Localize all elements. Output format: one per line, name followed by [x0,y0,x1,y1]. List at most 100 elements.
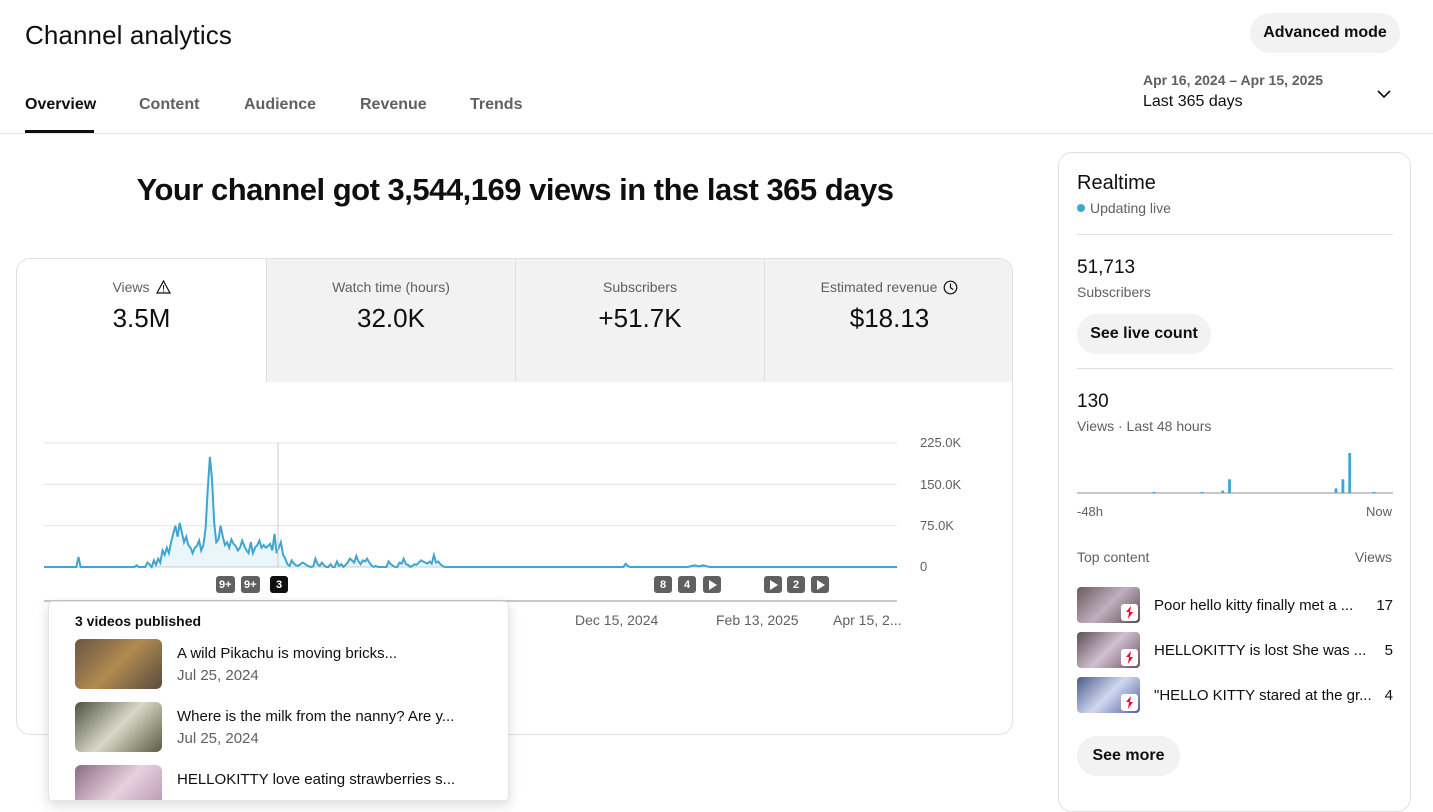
video-title[interactable]: "HELLO KITTY stared at the gr... [1154,687,1372,704]
x-tick-label: Apr 15, 2... [833,612,902,628]
realtime-title: Realtime [1077,172,1156,194]
video-views: 17 [1376,597,1393,614]
y-tick-label: 0 [920,559,928,574]
realtime-bar [1348,453,1352,493]
see-live-count-button[interactable]: See live count [1077,314,1211,354]
clock-icon[interactable] [943,280,958,295]
metric-tab-subscribers[interactable]: Subscribers +51.7K [515,259,764,382]
shorts-icon [1121,694,1138,711]
tab-audience[interactable]: Audience [244,96,317,113]
realtime-bar [1152,491,1156,493]
popup-video-item[interactable]: Where is the milk from the nanny? Are y.… [75,702,495,754]
metric-value: $18.13 [849,303,930,333]
realtime-views-count: 130 [1077,391,1109,412]
subscriber-label: Subscribers [1077,284,1151,300]
tab-revenue[interactable]: Revenue [360,96,427,113]
metric-tab-views[interactable]: Views 3.5M [17,259,266,382]
metric-label: Views [112,279,150,295]
video-thumbnail[interactable] [1077,632,1140,668]
popup-video-item[interactable]: A wild Pikachu is moving bricks... Jul 2… [75,639,495,691]
metric-tab-estimated-revenue[interactable]: Estimated revenue $18.13 [764,259,1012,382]
divider [1077,234,1393,235]
video-marker-play[interactable] [703,576,721,593]
tab-trends[interactable]: Trends [470,96,523,113]
videos-published-popup: 3 videos published A wild Pikachu is mov… [48,601,509,801]
views-headline: Your channel got 3,544,169 views in the … [136,172,894,207]
video-title[interactable]: Where is the milk from the nanny? Are y.… [177,708,455,725]
shorts-icon [1121,604,1138,621]
realtime-card: Realtime Updating live 51,713 Subscriber… [1058,152,1411,812]
video-marker[interactable]: 9+ [216,576,235,593]
top-content-label: Top content [1077,549,1150,565]
video-thumbnail[interactable] [75,765,162,800]
popup-title: 3 videos published [75,613,202,629]
video-views: 4 [1384,687,1393,704]
video-title[interactable]: Poor hello kitty finally met a ... [1154,597,1354,614]
views-column-label: Views [1354,549,1392,565]
play-icon [769,579,778,590]
chevron-down-icon[interactable] [1376,86,1392,102]
date-range-text: Apr 16, 2024 – Apr 15, 2025 [1143,72,1324,88]
x-tick-label: Dec 15, 2024 [575,612,659,628]
realtime-status: Updating live [1090,200,1171,216]
popup-video-item[interactable]: HELLOKITTY love eating strawberries s... [75,765,495,800]
video-marker[interactable]: 3 [270,576,288,593]
video-thumbnail[interactable] [1077,677,1140,713]
video-marker[interactable]: 9+ [241,576,260,593]
y-tick-label: 75.0K [920,518,954,533]
chart-area-fill [44,456,897,567]
video-thumbnail[interactable] [75,639,162,689]
active-tab-indicator [25,130,94,133]
chart-series-line [44,456,897,570]
advanced-mode-button[interactable]: Advanced mode [1250,13,1400,53]
realtime-bar [1334,488,1338,493]
y-tick-label: 225.0K [920,435,962,450]
video-date: Jul 25, 2024 [177,667,259,684]
realtime-views-label: Views · Last 48 hours [1077,418,1212,434]
realtime-bar [1341,479,1345,493]
video-title[interactable]: A wild Pikachu is moving bricks... [177,645,398,662]
metric-value: +51.7K [598,303,682,333]
video-marker[interactable]: 8 [654,576,672,593]
realtime-bar [1221,490,1225,493]
axis-end-label: Now [1365,504,1392,519]
axis-start-label: -48h [1077,504,1104,519]
top-content-row[interactable]: Poor hello kitty finally met a ... 17 [1077,587,1393,625]
realtime-bar [1200,491,1204,493]
y-tick-label: 150.0K [920,477,962,492]
page-title: Channel analytics [25,20,232,50]
video-marker-play[interactable] [764,576,782,593]
video-thumbnail[interactable] [1077,587,1140,623]
realtime-bar [1372,491,1376,493]
metric-label: Subscribers [603,279,677,295]
metric-value: 32.0K [357,303,425,333]
warning-icon[interactable] [155,280,171,294]
video-marker[interactable]: 2 [787,576,805,593]
video-title[interactable]: HELLOKITTY love eating strawberries s... [177,771,456,788]
video-date: Jul 25, 2024 [177,730,259,747]
views-chart[interactable] [0,0,1020,640]
x-tick-label: Feb 13, 2025 [716,612,799,628]
header-divider [0,133,1433,134]
video-thumbnail[interactable] [75,702,162,752]
subscriber-count: 51,713 [1077,257,1136,278]
see-more-button[interactable]: See more [1077,736,1180,776]
video-marker[interactable]: 4 [678,576,696,593]
top-content-row[interactable]: "HELLO KITTY stared at the gr... 4 [1077,677,1393,715]
play-icon [816,579,825,590]
live-indicator-dot [1077,204,1085,212]
top-content-row[interactable]: HELLOKITTY is lost She was ... 5 [1077,632,1393,670]
shorts-icon [1121,649,1138,666]
metric-value: 3.5M [112,303,171,333]
divider [1077,368,1393,369]
metric-label: Watch time (hours) [332,279,450,295]
metric-tab-watch-time[interactable]: Watch time (hours) 32.0K [266,259,515,382]
tab-overview[interactable]: Overview [25,96,97,113]
video-marker-play[interactable] [811,576,829,593]
play-icon [708,579,717,590]
video-title[interactable]: HELLOKITTY is lost She was ... [1154,642,1367,659]
tab-content[interactable]: Content [139,96,200,113]
date-range-label: Last 365 days [1143,93,1243,110]
realtime-views-bar-chart[interactable] [1077,449,1393,495]
video-views: 5 [1384,642,1393,659]
